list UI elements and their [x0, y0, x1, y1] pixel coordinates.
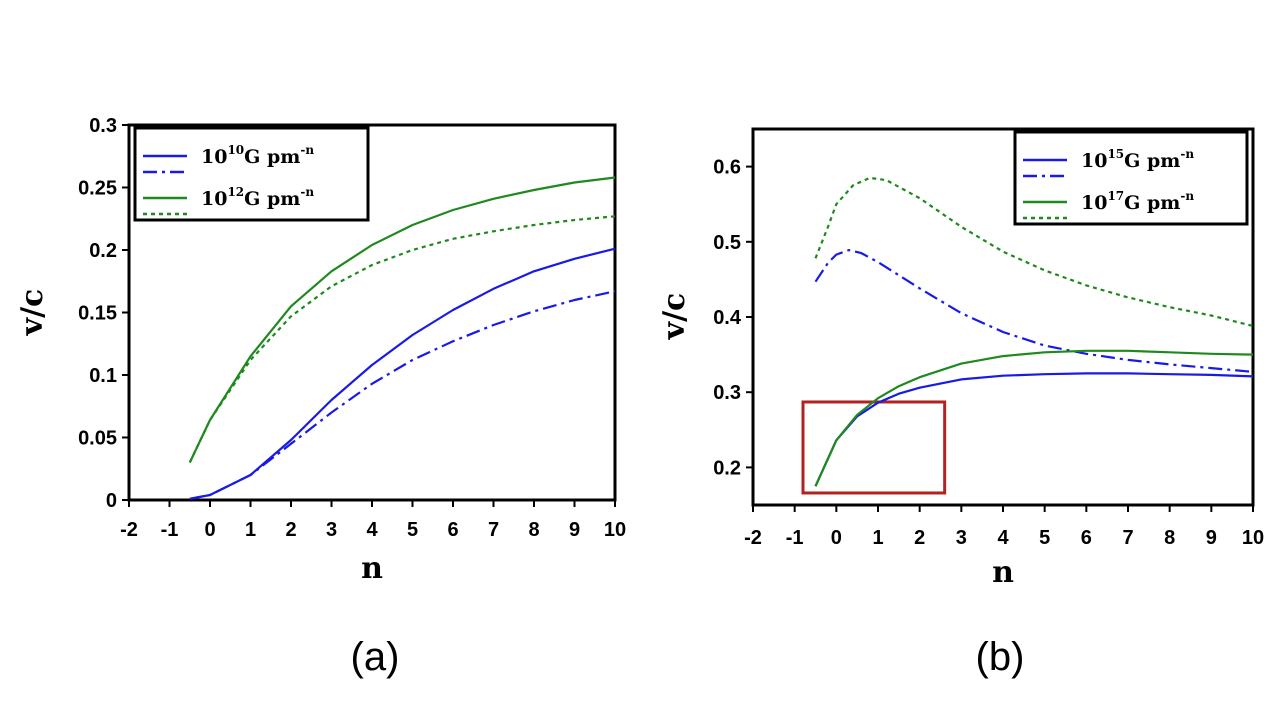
x-tick-label: -1	[786, 527, 804, 549]
legend-entry-label: 1010G pm-n	[201, 143, 314, 168]
series-line-4	[188, 215, 616, 463]
x-tick-label: -2	[744, 527, 762, 549]
x-tick-label: -1	[161, 519, 179, 541]
x-tick-label: 4	[366, 519, 378, 541]
y-axis-label: v/c	[657, 293, 692, 341]
legend-box	[133, 126, 370, 222]
series-line-3	[814, 349, 1254, 487]
y-tick-label: 0.3	[713, 382, 741, 404]
x-tick-label: 7	[1122, 527, 1133, 549]
highlight-box	[801, 400, 947, 495]
y-tick-label: 0.1	[89, 365, 117, 387]
y-axis-label: v/c	[15, 289, 50, 337]
x-tick-label: 6	[1081, 527, 1092, 549]
y-tick-label: 0.05	[78, 428, 117, 450]
legend-entry-label: 1017G pm-n	[1081, 189, 1194, 214]
y-tick-label: 0.4	[713, 307, 742, 329]
x-axis-label: n	[992, 555, 1014, 590]
x-tick-label: 3	[956, 527, 967, 549]
x-tick-label: 8	[528, 519, 539, 541]
y-tick-label: 0.15	[78, 303, 117, 325]
panel-caption: (a)	[351, 635, 400, 679]
x-tick-label: 0	[831, 527, 842, 549]
x-tick-label: 5	[407, 519, 418, 541]
series-line-4	[814, 176, 1254, 328]
y-tick-label: 0.3	[89, 115, 117, 137]
x-tick-label: 10	[604, 519, 626, 541]
x-tick-label: 1	[872, 527, 883, 549]
x-tick-label: 6	[447, 519, 458, 541]
y-tick-label: 0.2	[89, 240, 117, 262]
y-tick-label: 0.25	[78, 178, 117, 200]
x-tick-label: 8	[1164, 527, 1175, 549]
legend-box	[1013, 130, 1249, 226]
y-tick-label: 0.5	[713, 232, 741, 254]
x-tick-label: -2	[120, 519, 138, 541]
x-axis-label: n	[361, 551, 383, 586]
series-line-3	[188, 176, 616, 463]
x-tick-label: 9	[1206, 527, 1217, 549]
x-tick-label: 0	[204, 519, 215, 541]
panel-caption: (b)	[976, 635, 1025, 679]
x-tick-label: 9	[569, 519, 580, 541]
chart-a: -2 -1 0 1 2 3 4 5 6 7 8 9 10 0 0.05 0.1 0.15 0.2 0.25 0.3 n v…	[15, 115, 626, 679]
chart-b: -2 -1 0 1 2 3 4 5 6 7 8 9 10 0.2 0.3 0.4 0.5 0.6 n v/c 1015G…	[657, 127, 1264, 679]
x-tick-label: 2	[285, 519, 296, 541]
legend-entry-label: 1012G pm-n	[201, 185, 314, 210]
x-tick-label: 1	[245, 519, 256, 541]
y-tick-label: 0.6	[713, 157, 741, 179]
y-tick-label: 0.2	[713, 457, 741, 479]
x-tick-label: 4	[997, 527, 1009, 549]
x-tick-label: 3	[326, 519, 337, 541]
series-line-1	[814, 372, 1254, 487]
x-tick-label: 5	[1039, 527, 1050, 549]
x-tick-label: 10	[1242, 527, 1264, 549]
legend-entry-label: 1015G pm-n	[1081, 147, 1194, 172]
series-line-2	[189, 290, 616, 500]
series-line-1	[189, 247, 616, 500]
x-tick-label: 2	[914, 527, 925, 549]
x-tick-label: 7	[488, 519, 499, 541]
y-tick-label: 0	[106, 490, 117, 512]
series-line-2	[814, 249, 1254, 373]
